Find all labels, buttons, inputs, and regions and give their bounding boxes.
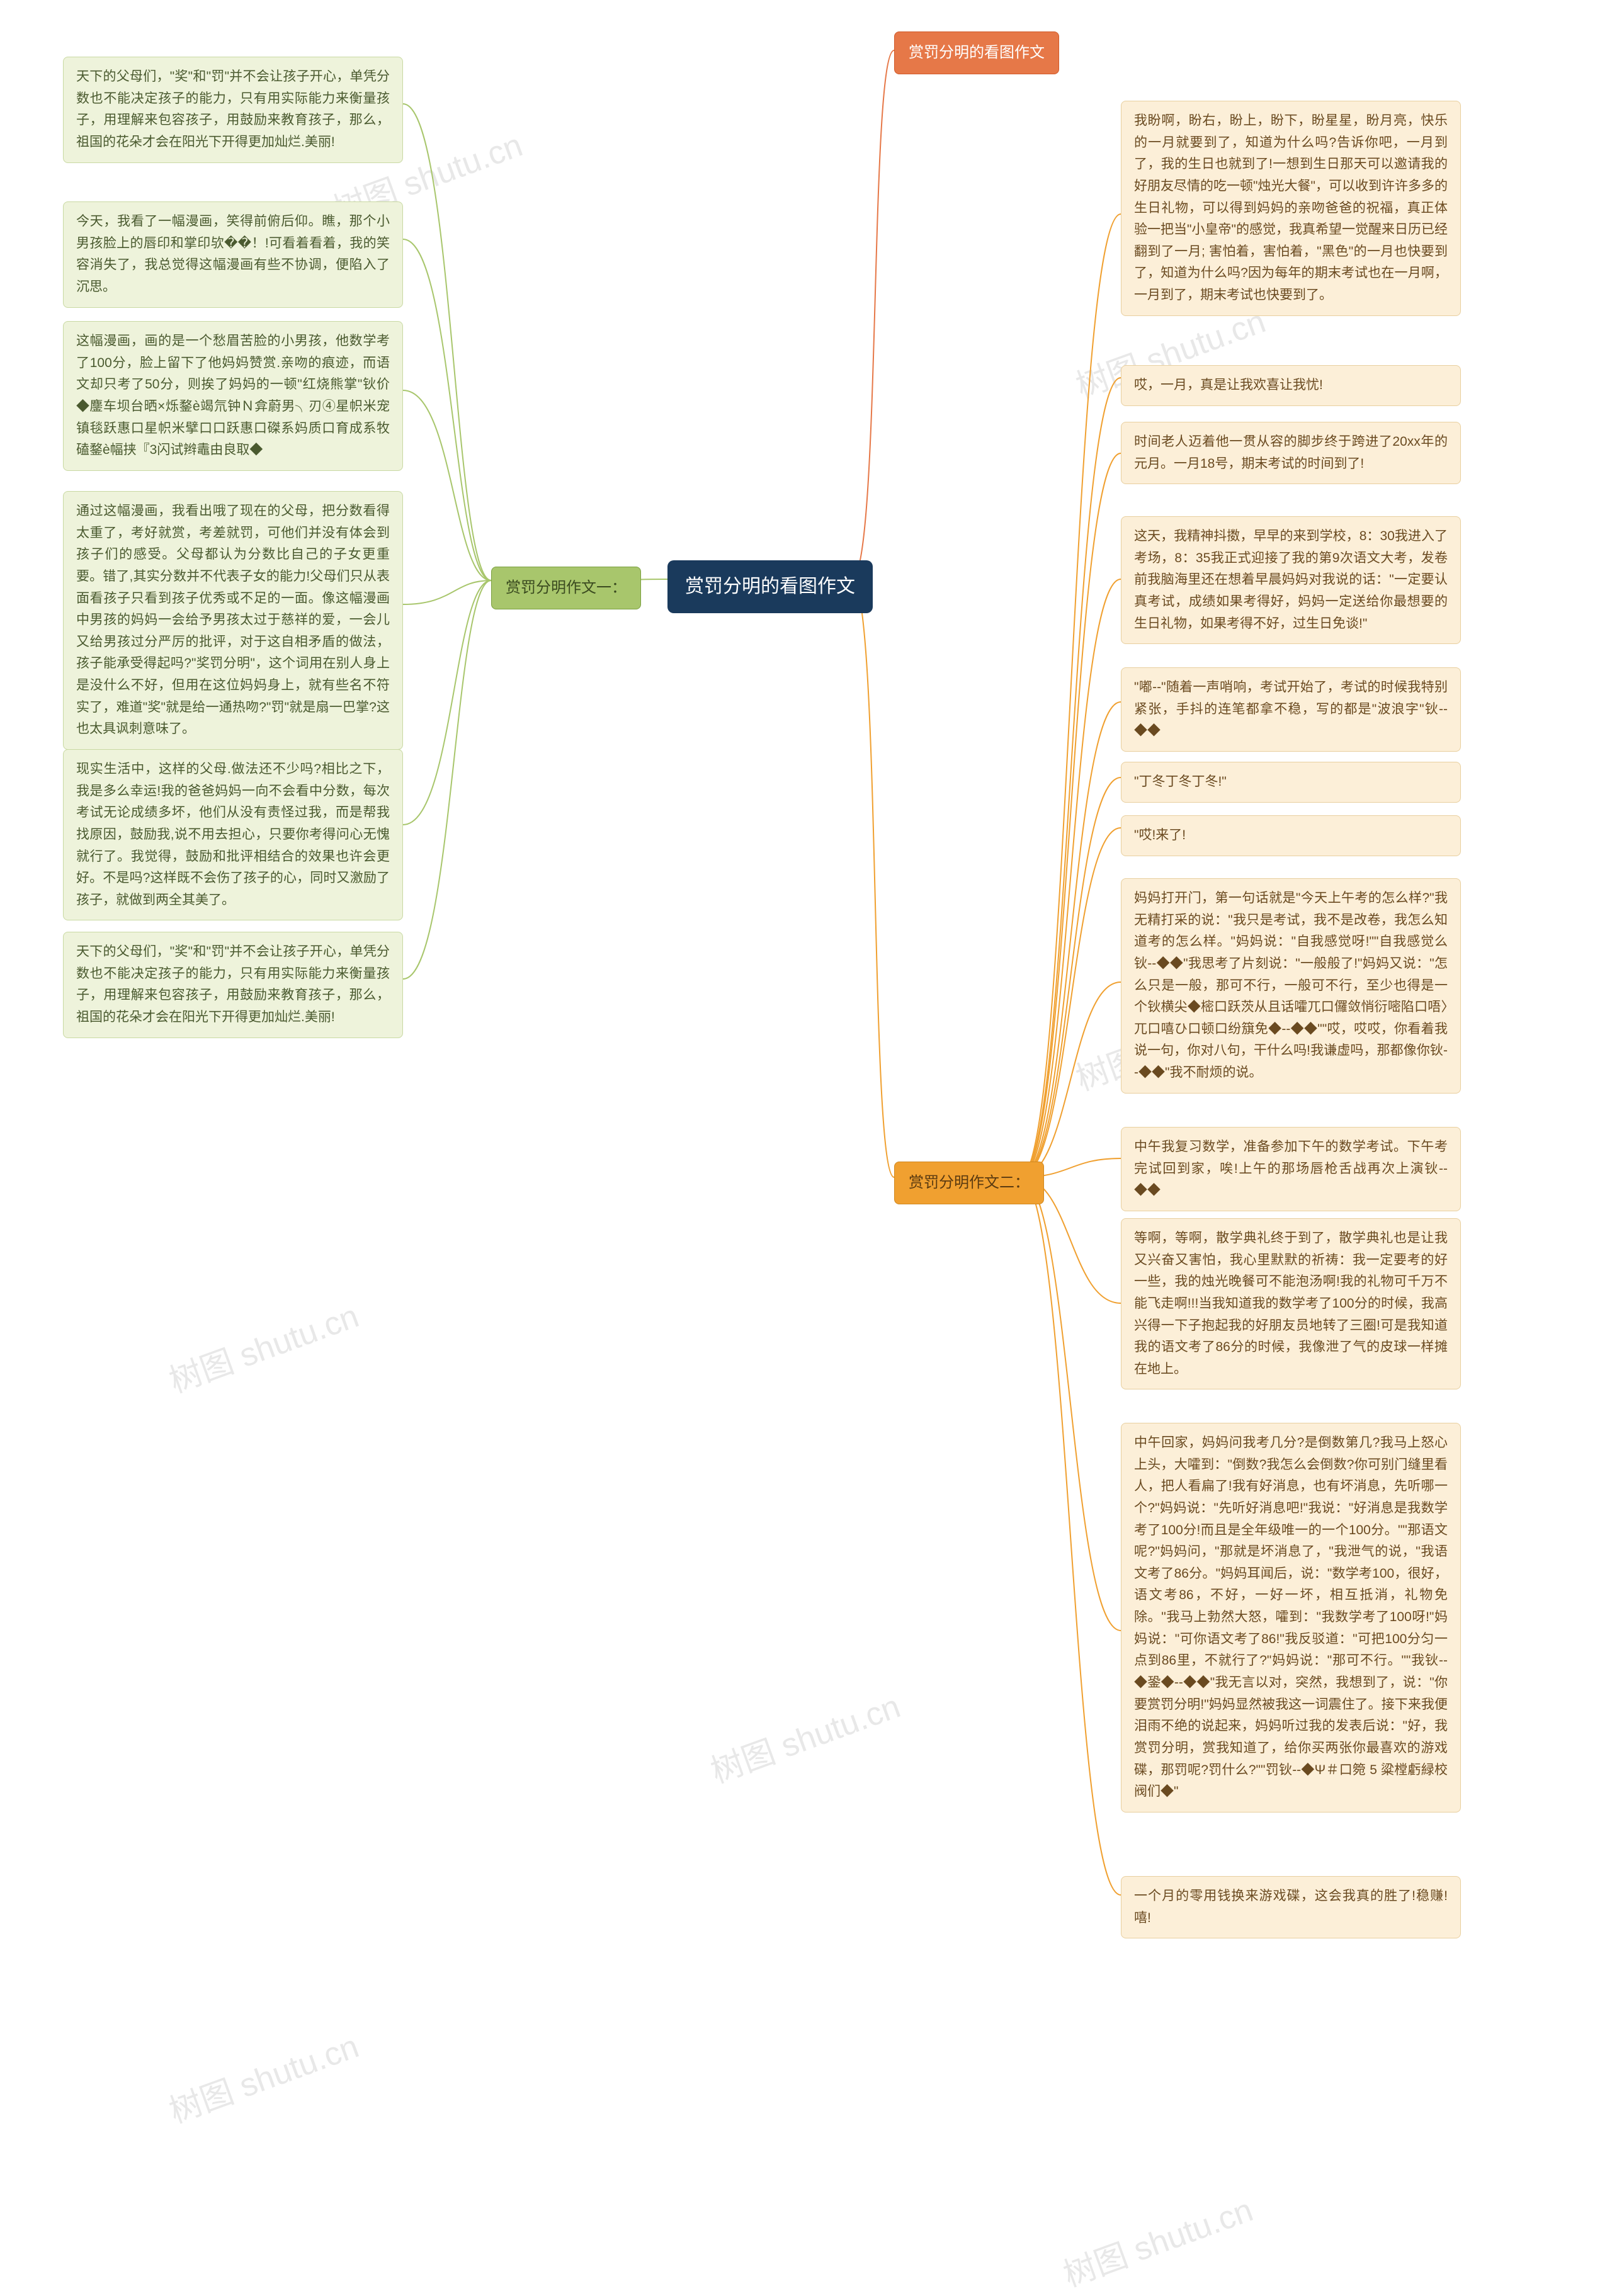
- left-leaf: 天下的父母们，"奖"和"罚"并不会让孩子开心，单凭分数也不能决定孩子的能力，只有…: [63, 57, 403, 163]
- branch-bottomright[interactable]: 赏罚分明作文二：: [894, 1162, 1044, 1204]
- branch-topright[interactable]: 赏罚分明的看图作文: [894, 31, 1059, 74]
- right-leaf: "嘟--"随着一声哨响，考试开始了，考试的时候我特别紧张，手抖的连笔都拿不稳，写…: [1121, 667, 1461, 752]
- left-leaf: 今天，我看了一幅漫画，笑得前俯后仰。瞧，那个小男孩脸上的唇印和掌印欤��！!可看…: [63, 201, 403, 308]
- branch-left[interactable]: 赏罚分明作文一：: [491, 567, 641, 609]
- right-leaf: 哎，一月，真是让我欢喜让我忧!: [1121, 365, 1461, 406]
- left-leaf: 天下的父母们，"奖"和"罚"并不会让孩子开心，单凭分数也不能决定孩子的能力，只有…: [63, 932, 403, 1038]
- watermark: 树图 shutu.cn: [1056, 2183, 1259, 2295]
- watermark: 树图 shutu.cn: [162, 1289, 365, 1401]
- right-leaf: 我盼啊，盼右，盼上，盼下，盼星星，盼月亮，快乐的一月就要到了，知道为什么吗?告诉…: [1121, 101, 1461, 316]
- right-leaf: 这天，我精神抖擞，早早的来到学校，8：30我进入了考场，8：35我正式迎接了我的…: [1121, 516, 1461, 644]
- right-leaf: "哎!来了!: [1121, 815, 1461, 856]
- right-leaf: 中午回家，妈妈问我考几分?是倒数第几?我马上怒心上头，大嚯到："倒数?我怎么会倒…: [1121, 1423, 1461, 1812]
- left-leaf: 通过这幅漫画，我看出哦了现在的父母，把分数看得太重了，考好就赏，考差就罚，可他们…: [63, 491, 403, 750]
- left-leaf: 这幅漫画，画的是一个愁眉苦脸的小男孩，他数学考了100分，脸上留下了他妈妈赞赏.…: [63, 321, 403, 471]
- right-leaf: 一个月的零用钱换来游戏碟，这会我真的胜了!稳赚!嘻!: [1121, 1876, 1461, 1938]
- right-leaf: "丁冬丁冬丁冬!": [1121, 762, 1461, 803]
- right-leaf: 等啊，等啊，散学典礼终于到了，散学典礼也是让我又兴奋又害怕，我心里默默的祈祷：我…: [1121, 1218, 1461, 1389]
- right-leaf: 中午我复习数学，准备参加下午的数学考试。下午考完试回到家，唉!上午的那场唇枪舌战…: [1121, 1127, 1461, 1211]
- watermark: 树图 shutu.cn: [162, 2020, 365, 2132]
- right-leaf: 时间老人迈着他一贯从容的脚步终于跨进了20xx年的元月。一月18号，期末考试的时…: [1121, 422, 1461, 484]
- left-leaf: 现实生活中，这样的父母.做法还不少吗?相比之下，我是多么幸运!我的爸爸妈妈一向不…: [63, 749, 403, 920]
- watermark: 树图 shutu.cn: [703, 1680, 906, 1792]
- right-leaf: 妈妈打开门，第一句话就是"今天上午考的怎么样?"我无精打采的说："我只是考试，我…: [1121, 878, 1461, 1094]
- center-node[interactable]: 赏罚分明的看图作文: [667, 560, 873, 613]
